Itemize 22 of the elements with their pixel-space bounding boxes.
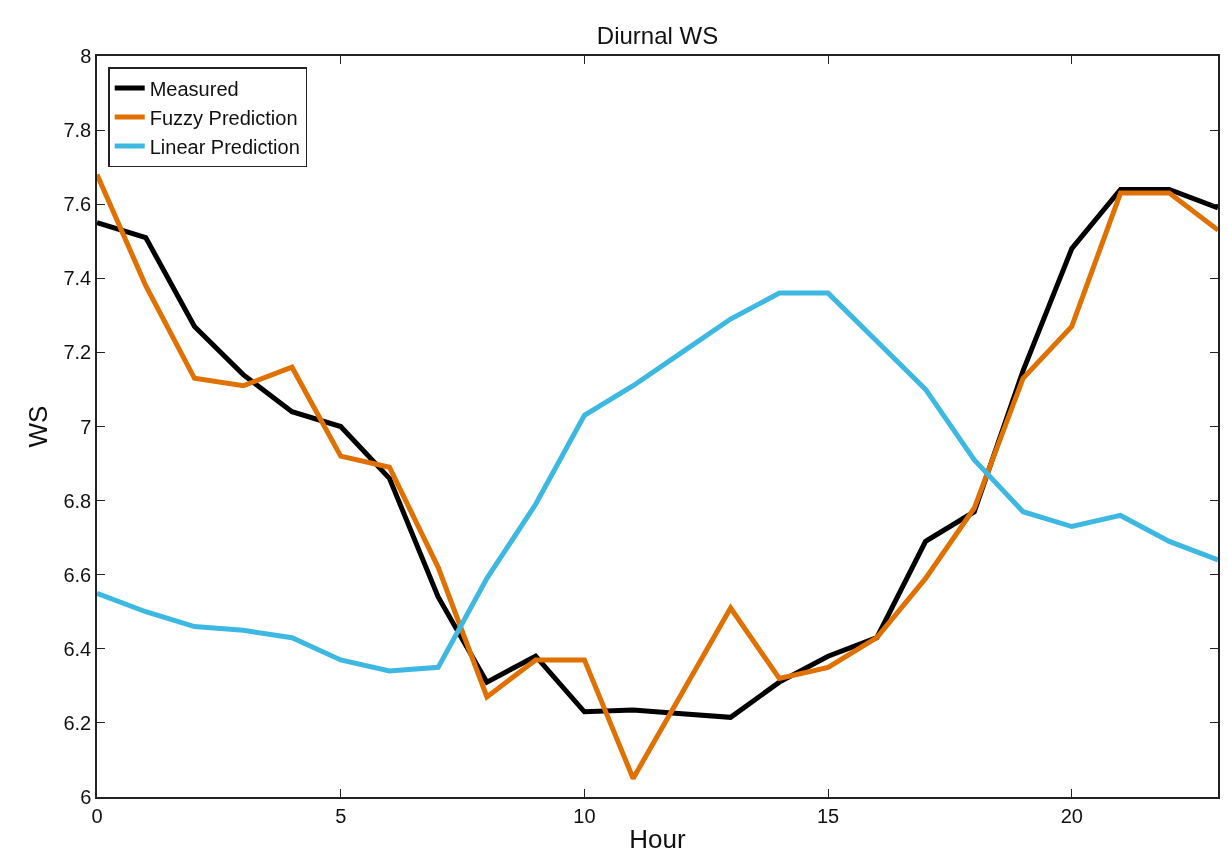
y-tick-label: 8: [80, 45, 92, 67]
legend-label: Linear Prediction: [149, 135, 300, 158]
x-axis-title: Hour: [629, 823, 687, 854]
y-tick-label: 7.6: [63, 193, 92, 216]
y-tick-label: 6.8: [63, 489, 92, 512]
y-tick-label: 6.6: [63, 563, 92, 586]
y-tick-label: 7.8: [63, 119, 92, 142]
legend-label: Measured: [149, 77, 239, 100]
x-tick-label: 20: [1060, 804, 1083, 827]
y-tick-label: 6.4: [63, 637, 92, 660]
y-tick-label: 7: [80, 415, 92, 438]
y-tick-label: 6.2: [63, 711, 92, 734]
y-tick-label: 7.2: [63, 341, 92, 364]
x-tick-label: 15: [816, 804, 840, 827]
y-axis-title: WS: [23, 405, 54, 448]
y-tick-label: 7.4: [63, 267, 92, 290]
x-tick-label: 5: [335, 804, 347, 827]
x-tick-label: 10: [573, 804, 596, 827]
chart-title: Diurnal WS: [596, 22, 719, 50]
legend-label: Fuzzy Prediction: [149, 106, 298, 129]
x-tick-label: 0: [91, 804, 103, 827]
y-tick-label: 6: [80, 786, 92, 808]
